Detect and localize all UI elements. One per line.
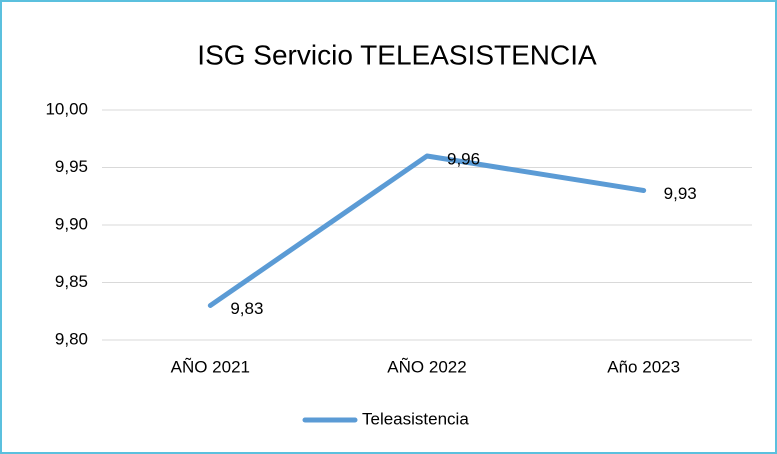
y-tick-label: 9,95 — [55, 157, 88, 176]
data-label: 9,96 — [447, 149, 480, 168]
x-tick-label: AÑO 2021 — [171, 357, 250, 376]
data-label: 9,93 — [664, 184, 697, 203]
chart-title: ISG Servicio TELEASISTENCIA — [197, 39, 597, 70]
y-tick-label: 9,90 — [55, 214, 88, 233]
y-tick-label: 10,00 — [45, 99, 88, 118]
legend-label: Teleasistencia — [362, 409, 469, 428]
y-tick-label: 9,85 — [55, 272, 88, 291]
x-tick-label: AÑO 2022 — [387, 357, 466, 376]
x-tick-label: Año 2023 — [607, 357, 680, 376]
y-tick-label: 9,80 — [55, 329, 88, 348]
data-label: 9,83 — [230, 299, 263, 318]
data-line — [207, 153, 647, 308]
